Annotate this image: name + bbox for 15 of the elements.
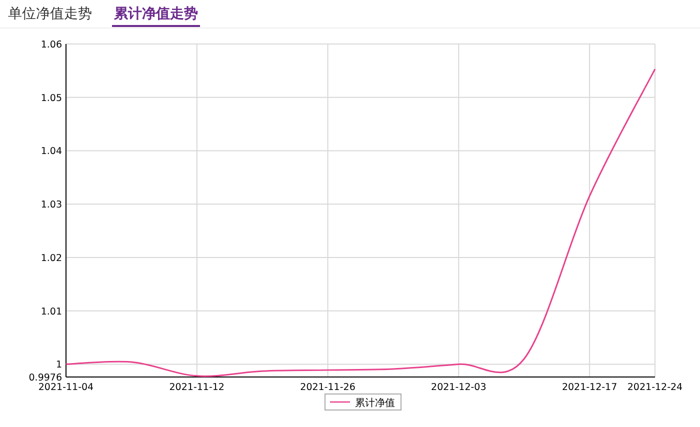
y-tick-label: 1.03 [40,200,62,211]
y-tick-label: 0.9976 [28,372,62,384]
legend-label: 累计净值 [355,397,395,409]
x-tick-label: 2021-11-04 [38,382,94,393]
x-tick-label: 2021-12-24 [627,382,683,393]
x-tick-label: 2021-11-12 [169,382,224,393]
y-tick-label: 1.02 [40,252,62,264]
y-tick-label: 1.04 [40,146,62,158]
x-tick-label: 2021-12-03 [431,382,486,393]
y-tick-label: 1.05 [40,92,62,104]
x-tick-label: 2021-12-17 [562,382,618,393]
x-tick-label: 2021-11-26 [300,382,356,393]
y-tick-label: 1.01 [40,306,62,318]
y-tick-label: 1 [56,360,62,371]
y-tick-label: 1.06 [40,40,62,50]
